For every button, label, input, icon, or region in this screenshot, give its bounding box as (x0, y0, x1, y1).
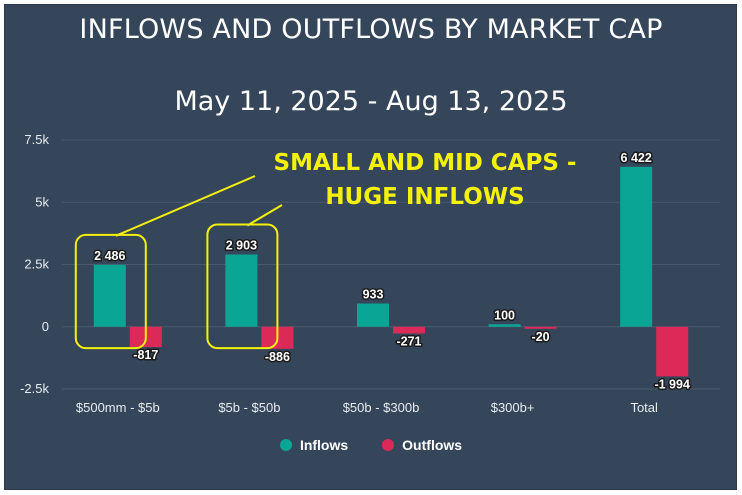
inflow-value-label: 6 422 (621, 151, 652, 165)
x-tick-label: $300b+ (491, 400, 535, 415)
inflow-bar (93, 264, 126, 327)
chart-frame (4, 4, 737, 490)
x-tick-label: $5b - $50b (218, 400, 280, 415)
inflow-value-label: 933 (363, 288, 384, 302)
chart-subtitle: May 11, 2025 - Aug 13, 2025 (174, 86, 568, 117)
outflow-bar (393, 326, 425, 334)
outflow-bar (656, 326, 689, 377)
outflow-bar (524, 326, 557, 329)
y-tick-label: 5k (35, 194, 49, 209)
legend-swatch-inflows (279, 439, 292, 451)
y-tick-label: 7.5k (24, 132, 49, 147)
highlight-box (74, 233, 147, 350)
annotation-line-1: SMALL AND MID CAPS - (273, 150, 577, 176)
annotation-pointer-line (246, 204, 283, 227)
annotation-callout: SMALL AND MID CAPS - HUGE INFLOWS (250, 146, 600, 214)
inflow-bar (225, 254, 258, 327)
legend-item-inflows[interactable]: Inflows (279, 437, 349, 453)
chart-title: INFLOWS AND OUTFLOWS BY MARKET CAP (79, 14, 663, 45)
outflow-value-label: -1 994 (654, 377, 689, 391)
annotation-pointer-line (115, 175, 256, 237)
inflow-bar (620, 166, 653, 327)
inflow-value-label: 2 903 (226, 238, 257, 252)
legend-swatch-outflows (382, 439, 395, 451)
x-tick-label: $50b - $300b (343, 400, 420, 415)
y-tick-label: -2.5k (20, 381, 49, 396)
outflow-value-label: -886 (265, 350, 290, 364)
outflow-value-label: -817 (133, 348, 158, 362)
inflow-bar (488, 324, 521, 327)
y-tick-label: 2.5k (24, 257, 49, 272)
x-tick-label: $500mm - $5b (76, 400, 160, 415)
inflow-value-label: 100 (494, 308, 515, 322)
y-tick-label: 0 (42, 319, 49, 334)
legend-label-inflows: Inflows (299, 437, 349, 453)
highlight-box (206, 223, 279, 350)
legend-label-outflows: Outflows (402, 437, 463, 453)
legend-item-outflows[interactable]: Outflows (382, 437, 462, 453)
inflow-value-label: 2 486 (94, 249, 125, 263)
outflow-value-label: -271 (396, 334, 421, 348)
x-tick-label: Total (630, 400, 658, 415)
outflow-value-label: -20 (532, 330, 550, 344)
inflow-bar (357, 303, 389, 327)
legend: Inflows Outflows (0, 437, 742, 453)
annotation-line-2: HUGE INFLOWS (325, 184, 525, 210)
